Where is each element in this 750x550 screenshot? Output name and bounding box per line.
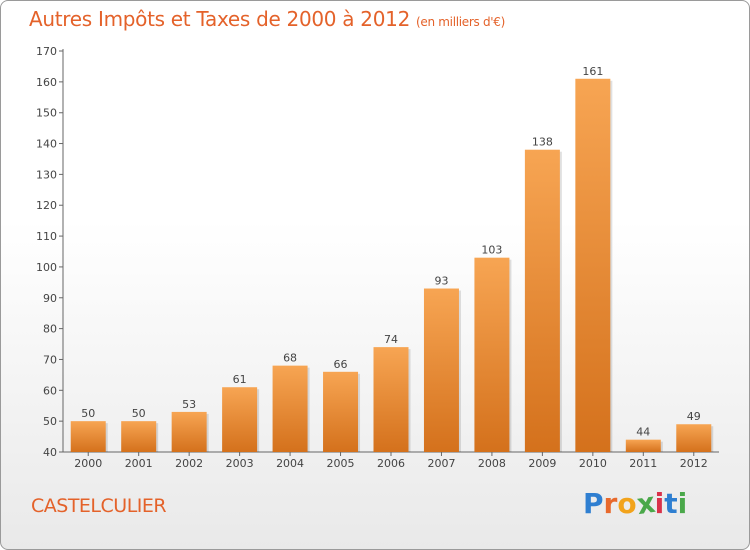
chart-title-text: Autres Impôts et Taxes de 2000 à 2012 [29,7,410,31]
x-tick-label: 2002 [175,457,203,470]
y-tick-label: 170 [36,45,57,58]
data-label-2003: 61 [233,373,247,386]
bar-2008 [474,257,510,452]
data-label-2000: 50 [81,407,95,420]
y-tick-label: 80 [43,323,57,336]
y-tick-label: 100 [36,261,57,274]
y-tick-label: 90 [43,292,57,305]
x-tick-label: 2003 [226,457,254,470]
axes: 40 50 60 70 80 90 100 110 120 130 140 150 160 170 2000… [36,45,719,470]
bar-2003 [222,387,258,452]
x-tick-label: 2004 [276,457,304,470]
data-label-2006: 74 [384,333,398,346]
bar-2007 [423,288,459,452]
y-tick-label: 150 [36,107,57,120]
data-label-2004: 68 [283,352,297,365]
bar-2002 [171,411,207,452]
data-label-2005: 66 [334,358,348,371]
data-label-2009: 138 [532,136,553,149]
logo-letter: i [677,487,688,520]
logo-letter: x [634,485,657,522]
data-label-2008: 103 [481,244,502,257]
x-tick-label: 2006 [377,457,405,470]
y-tick-label: 140 [36,138,57,151]
bar-2012 [676,424,712,452]
data-label-2001: 50 [132,407,146,420]
x-tick-label: 2008 [478,457,506,470]
x-tick-label: 2005 [327,457,355,470]
x-tick-label: 2007 [427,457,455,470]
bar-2004 [272,365,308,452]
bars [70,78,714,452]
data-label-2010: 161 [582,65,603,78]
x-tick-label: 2011 [629,457,657,470]
bar-2001 [121,421,157,452]
y-tick-label: 70 [43,353,57,366]
bar-2009 [524,149,560,452]
proxiti-logo: Proxiti [583,485,688,522]
logo-letter: r [603,487,618,520]
data-label-2012: 49 [687,410,701,423]
data-label-2011: 44 [636,426,650,439]
y-tick-label: 60 [43,384,57,397]
city-name: CASTELCULIER [31,495,167,517]
bar-2006 [373,347,409,452]
y-tick-label: 50 [43,415,57,428]
logo-letter: o [617,487,637,520]
x-tick-label: 2012 [680,457,708,470]
bar-2010 [575,78,611,452]
chart-title: Autres Impôts et Taxes de 2000 à 2012 (en… [29,7,505,31]
x-tick-label: 2000 [74,457,102,470]
x-tick-label: 2009 [528,457,556,470]
y-tick-label: 130 [36,168,57,181]
logo-letter: t [664,487,678,520]
bar-2005 [323,371,359,452]
chart-subtitle: (en milliers d'€) [416,15,506,29]
logo-letter: P [583,487,604,520]
y-tick-label: 120 [36,199,57,212]
bar-2011 [625,439,661,452]
x-tick-label: 2001 [125,457,153,470]
x-tick-label: 2010 [579,457,607,470]
logo-letter: i [654,487,665,520]
data-label-2007: 93 [434,275,448,288]
y-tick-label: 40 [43,446,57,459]
y-tick-label: 160 [36,76,57,89]
bar-2000 [70,421,106,452]
data-label-2002: 53 [182,398,196,411]
data-labels: 50 50 53 61 68 66 74 93 103 138 161 44 49 [81,65,701,439]
y-tick-label: 110 [36,230,57,243]
